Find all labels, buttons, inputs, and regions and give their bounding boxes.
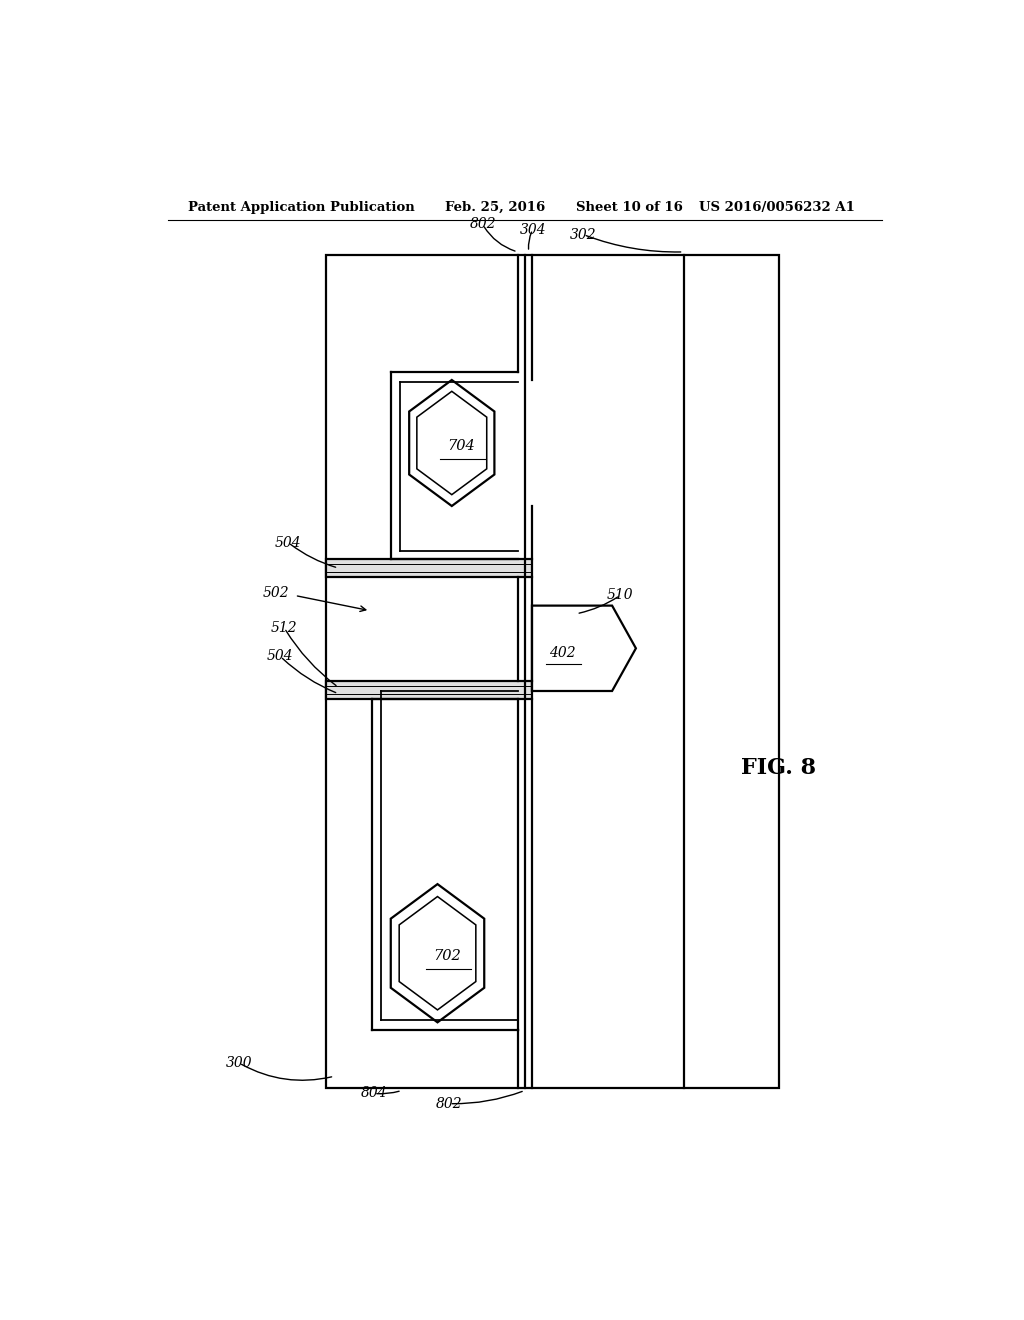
- Text: US 2016/0056232 A1: US 2016/0056232 A1: [699, 201, 855, 214]
- Text: FIG. 8: FIG. 8: [741, 758, 816, 779]
- Text: 702: 702: [433, 949, 461, 964]
- Text: 504: 504: [275, 536, 302, 549]
- Text: 704: 704: [447, 440, 475, 453]
- Text: Feb. 25, 2016: Feb. 25, 2016: [445, 201, 546, 214]
- Text: 502: 502: [263, 586, 290, 601]
- Text: Sheet 10 of 16: Sheet 10 of 16: [577, 201, 683, 214]
- Text: 402: 402: [549, 647, 575, 660]
- Text: Patent Application Publication: Patent Application Publication: [187, 201, 415, 214]
- Bar: [327, 681, 531, 700]
- Text: 504: 504: [267, 649, 294, 664]
- Text: 512: 512: [271, 620, 298, 635]
- Bar: [327, 558, 531, 577]
- Bar: [327, 255, 778, 1089]
- Text: 802: 802: [436, 1097, 463, 1110]
- Text: 302: 302: [570, 227, 597, 242]
- Text: 304: 304: [519, 223, 546, 236]
- Text: 300: 300: [225, 1056, 253, 1071]
- Text: 510: 510: [606, 589, 634, 602]
- Text: 804: 804: [360, 1086, 387, 1101]
- Text: 802: 802: [469, 218, 496, 231]
